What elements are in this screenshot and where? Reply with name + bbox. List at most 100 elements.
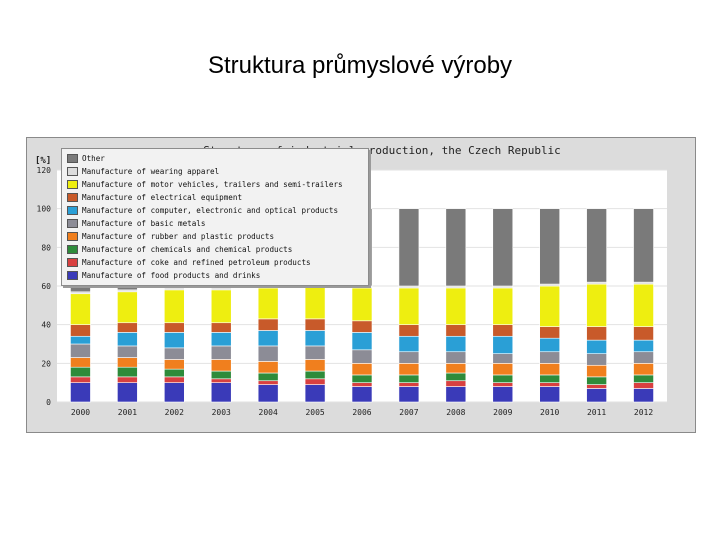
x-tick-label: 2010 xyxy=(540,408,559,417)
bar-segment xyxy=(210,345,232,360)
bar-segment xyxy=(398,351,420,364)
bar-segment xyxy=(257,330,279,347)
bar-segment xyxy=(633,382,654,389)
bar-segment xyxy=(586,326,607,341)
bar-segment xyxy=(586,388,607,403)
bar-segment xyxy=(586,283,607,327)
bar-segment xyxy=(398,374,420,383)
bar-segment xyxy=(539,386,560,403)
legend-item: Manufacture of electrical equipment xyxy=(67,191,242,203)
bar-segment xyxy=(445,324,467,337)
bar-segment xyxy=(210,322,232,333)
bar-segment xyxy=(351,287,373,322)
bar-segment xyxy=(164,382,185,403)
legend-item: Other xyxy=(67,152,105,164)
legend-swatch xyxy=(67,179,78,189)
x-tick-label: 2005 xyxy=(305,408,324,417)
bar-segment xyxy=(304,359,326,372)
bar-segment xyxy=(351,382,373,387)
y-tick-label: 60 xyxy=(41,282,51,291)
legend-label: Manufacture of coke and refined petroleu… xyxy=(82,257,311,267)
x-tick-label: 2011 xyxy=(587,408,606,417)
legend-label: Manufacture of chemicals and chemical pr… xyxy=(82,244,293,254)
x-tick-label: 2004 xyxy=(259,408,278,417)
bar-segment xyxy=(70,343,91,358)
bar-segment xyxy=(164,289,185,324)
bar-segment xyxy=(492,353,514,364)
legend-item: Manufacture of basic metals xyxy=(67,217,205,229)
bar-segment xyxy=(445,380,467,387)
legend-label: Manufacture of basic metals xyxy=(82,218,206,228)
bar-segment xyxy=(304,370,326,380)
bar-segment xyxy=(445,335,467,353)
x-tick-label: 2007 xyxy=(399,408,418,417)
bar-segment xyxy=(210,378,232,383)
bar-segment xyxy=(586,339,607,354)
x-tick-label: 2009 xyxy=(493,408,512,417)
legend-item: Manufacture of wearing apparel xyxy=(67,165,219,177)
bar-segment xyxy=(633,351,654,364)
bar-segment xyxy=(586,364,607,378)
bar-segment xyxy=(492,382,514,387)
bar-segment xyxy=(351,363,373,376)
legend-label: Manufacture of rubber and plastic produc… xyxy=(82,231,275,241)
bar-segment xyxy=(164,368,185,378)
bar-segment xyxy=(164,347,185,360)
bar-segment xyxy=(70,357,91,368)
bar-segment xyxy=(539,337,560,353)
bar-segment xyxy=(304,330,326,347)
bar-segment xyxy=(398,335,420,353)
bar-segment xyxy=(398,363,420,376)
bar-segment xyxy=(539,363,560,376)
x-tick-label: 2000 xyxy=(71,408,90,417)
bar-segment xyxy=(586,376,607,385)
bar-segment xyxy=(70,324,91,337)
bar-segment xyxy=(117,366,138,378)
bar-segment xyxy=(633,388,654,403)
bar-segment xyxy=(445,351,467,364)
bar-segment xyxy=(304,285,326,320)
bar-segment xyxy=(164,322,185,333)
bar-segment xyxy=(257,287,279,320)
legend-label: Manufacture of computer, electronic and … xyxy=(82,205,339,215)
bar-segment xyxy=(304,384,326,403)
x-tick-label: 2012 xyxy=(634,408,653,417)
slide-title: Struktura průmyslové výroby xyxy=(207,52,513,79)
bar-segment xyxy=(633,283,654,327)
bar-segment xyxy=(210,382,232,403)
bar-segment xyxy=(351,374,373,383)
bar-segment xyxy=(70,335,91,345)
bar-segment xyxy=(445,386,467,403)
bar-segment xyxy=(492,386,514,403)
bar-segment xyxy=(210,332,232,347)
bar-segment xyxy=(586,353,607,366)
bar-segment xyxy=(539,351,560,364)
y-tick-label: 80 xyxy=(41,243,51,252)
bar-segment xyxy=(164,376,185,383)
x-tick-label: 2006 xyxy=(352,408,371,417)
bar-segment xyxy=(586,208,607,283)
legend-swatch xyxy=(67,153,78,163)
legend-swatch xyxy=(67,231,78,241)
bar-segment xyxy=(492,335,514,354)
bar-segment xyxy=(539,374,560,383)
x-tick-label: 2002 xyxy=(165,408,184,417)
legend-swatch xyxy=(67,244,78,254)
legend-swatch xyxy=(67,192,78,202)
y-tick-label: 120 xyxy=(37,166,52,175)
bar-segment xyxy=(351,386,373,403)
legend-label: Manufacture of wearing apparel xyxy=(82,166,220,176)
x-tick-label: 2001 xyxy=(118,408,137,417)
bar-segment xyxy=(70,382,91,403)
bar-segment xyxy=(117,357,138,368)
bar-segment xyxy=(539,382,560,387)
bar-segment xyxy=(117,322,138,333)
bar-segment xyxy=(445,208,467,287)
bar-segment xyxy=(492,374,514,383)
bar-segment xyxy=(210,370,232,380)
bar-segment xyxy=(398,324,420,337)
bar-segment xyxy=(257,380,279,385)
x-tick-label: 2003 xyxy=(212,408,231,417)
bar-segment xyxy=(492,287,514,325)
bar-segment xyxy=(445,363,467,374)
